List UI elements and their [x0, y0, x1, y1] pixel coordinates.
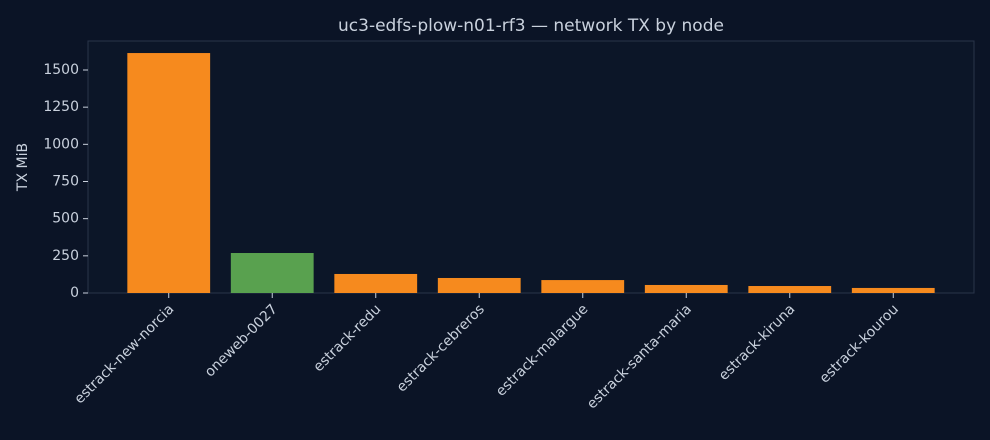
x-tick-label: estrack-malargue	[493, 301, 591, 399]
bar	[334, 273, 418, 293]
x-tick-label: estrack-redu	[311, 301, 385, 375]
bar	[851, 287, 935, 293]
y-tick-label: 1250	[43, 99, 79, 115]
y-tick-label: 1000	[43, 136, 79, 152]
bar	[127, 53, 211, 293]
y-axis-label: TX MiB	[15, 143, 31, 192]
bar	[230, 253, 314, 293]
bar	[437, 277, 521, 293]
chart-title: uc3-edfs-plow-n01-rf3 — network TX by no…	[338, 16, 724, 36]
bar	[748, 286, 832, 293]
bar	[541, 280, 625, 293]
x-tick-label: estrack-cebreros	[394, 301, 488, 395]
y-tick-label: 0	[70, 285, 79, 301]
x-tick-label: estrack-kiruna	[716, 301, 798, 383]
x-tick-label: estrack-kourou	[817, 301, 902, 386]
y-tick-label: 750	[52, 173, 79, 189]
y-tick-label: 1500	[43, 62, 79, 78]
bar	[644, 284, 728, 293]
x-tick-label: estrack-santa-maria	[584, 301, 695, 412]
y-tick-label: 250	[52, 248, 79, 264]
plot-area	[87, 40, 975, 294]
y-tick-label: 500	[52, 211, 79, 227]
x-tick-label: oneweb-0027	[202, 301, 281, 380]
x-tick-label: estrack-new-norcia	[72, 301, 178, 407]
